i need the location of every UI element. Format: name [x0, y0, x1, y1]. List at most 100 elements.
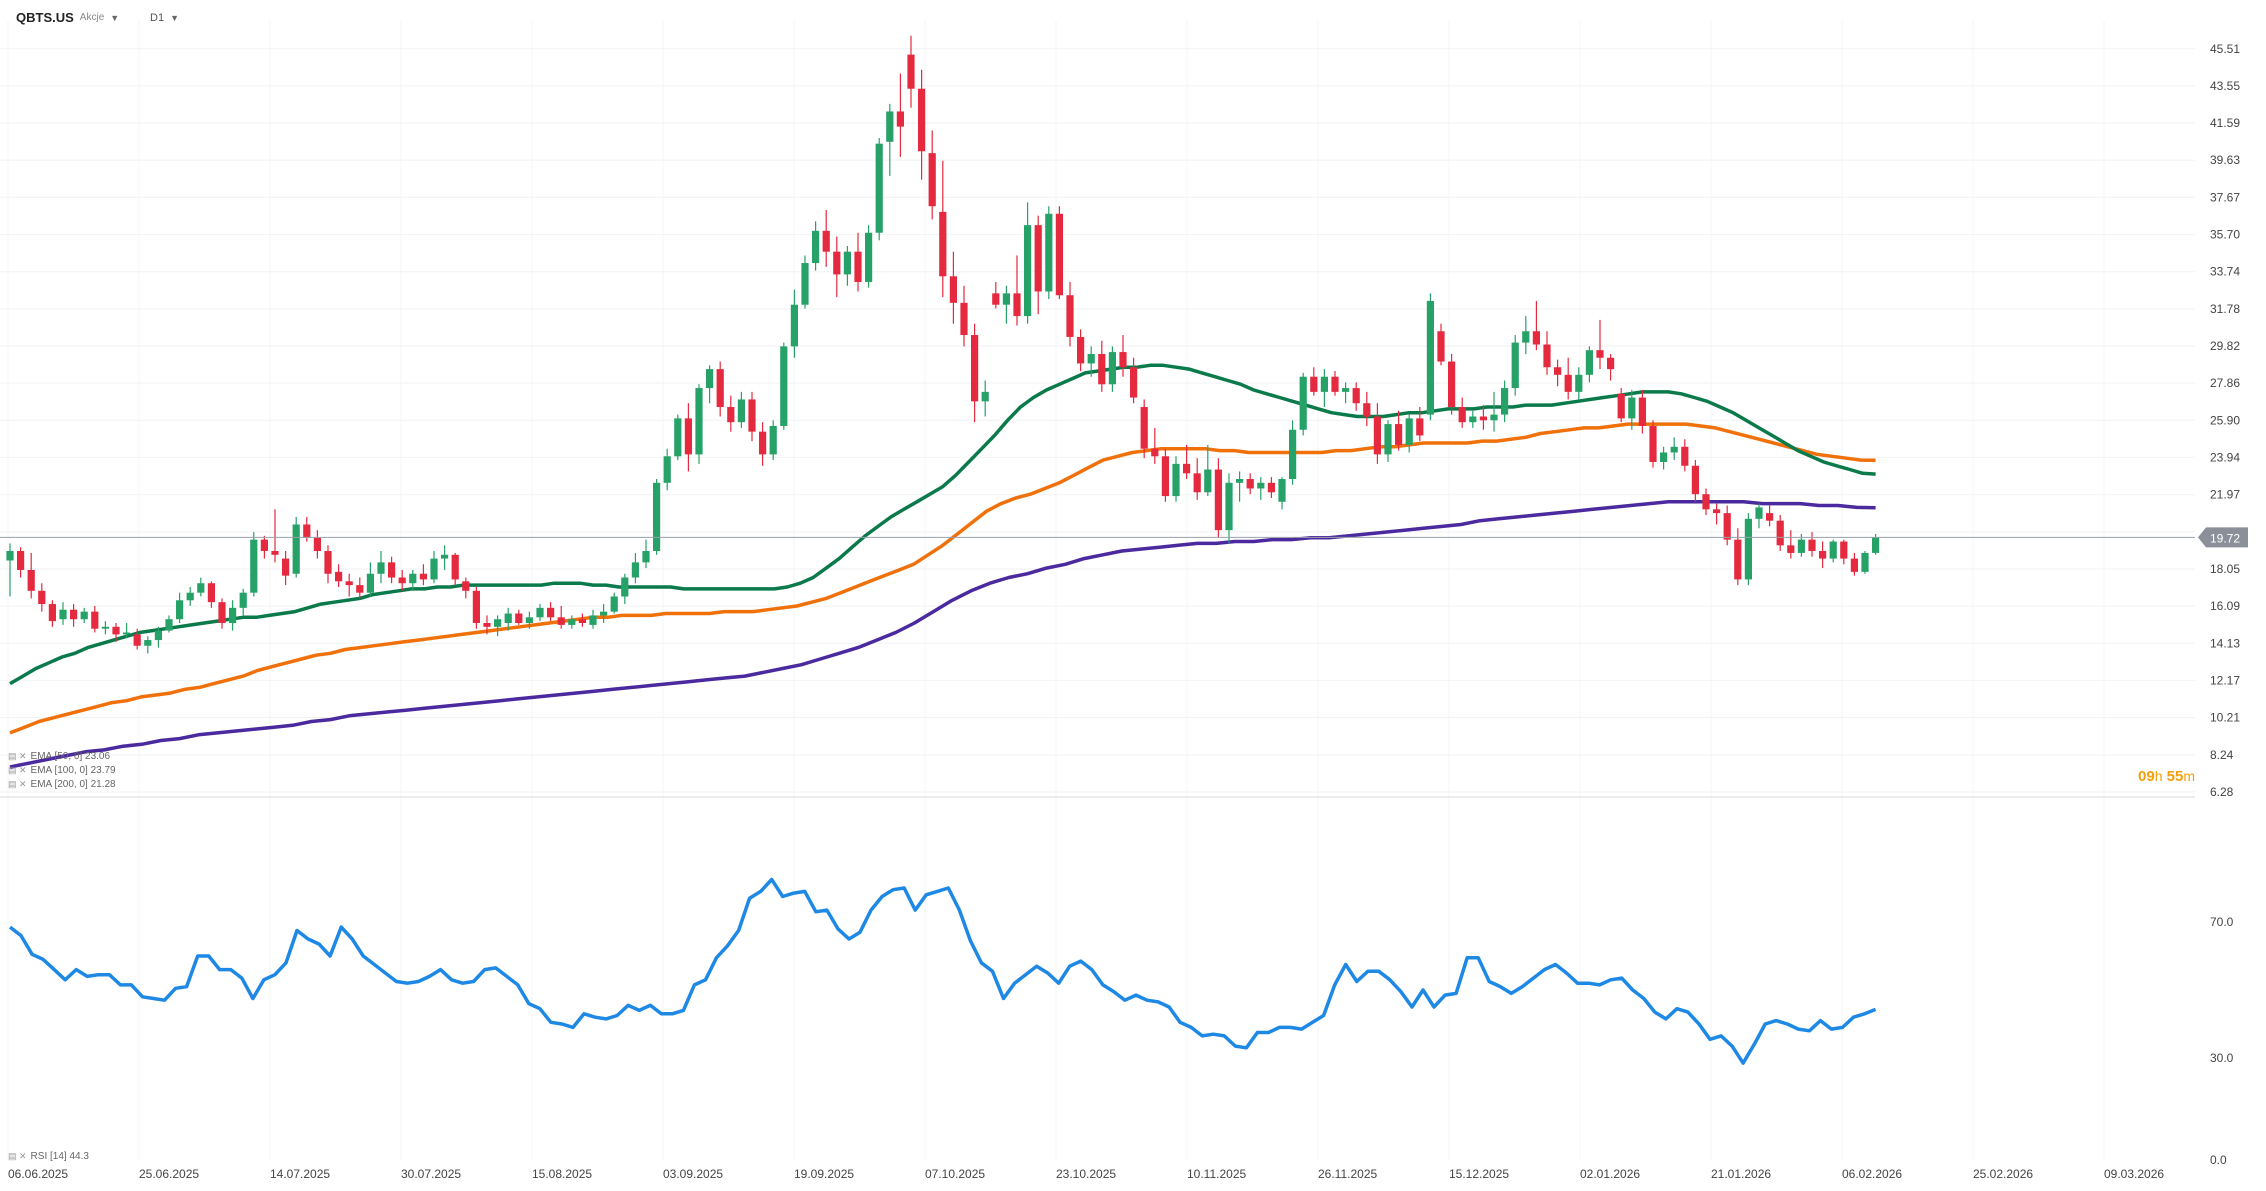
legend-ema100-text: EMA [100, 0] 23.79 [30, 765, 116, 776]
candle-body [218, 602, 226, 624]
candle-body [1819, 551, 1827, 559]
legend-ema200[interactable]: ▤ ✕ EMA [200, 0] 21.28 [8, 779, 116, 790]
time-axis-tick: 15.12.2025 [1449, 1167, 1509, 1181]
price-axis-tick: 41.59 [2210, 116, 2240, 130]
current-price-tag [2198, 527, 2248, 548]
candle-body [790, 304, 798, 347]
candle-body [303, 524, 311, 538]
candle-body [769, 425, 777, 455]
candle-body [642, 551, 650, 563]
candle-body [949, 276, 957, 303]
timeframe-dropdown-icon[interactable]: ▼ [170, 13, 179, 23]
timer-minutes: 55 [2166, 768, 2184, 785]
candle-body [1596, 350, 1604, 358]
candle-body [1691, 465, 1699, 495]
candle-body [38, 590, 46, 605]
legend-ema100[interactable]: ▤ ✕ EMA [100, 0] 23.79 [8, 765, 116, 776]
candle-body [843, 251, 851, 275]
candle-body [748, 399, 756, 432]
candle-body [176, 600, 184, 620]
candle-body [578, 619, 586, 624]
timer-m-unit: m [2183, 768, 2196, 784]
candle-body [1490, 414, 1498, 421]
candle-body [313, 537, 321, 552]
candle-body [1289, 429, 1297, 480]
candle-body [589, 615, 597, 625]
instrument-dropdown-icon[interactable]: ▼ [110, 12, 120, 23]
candle-body [1257, 482, 1265, 489]
candle-body [1850, 558, 1858, 572]
candle-body [282, 558, 290, 576]
candle-body [780, 346, 788, 426]
timer-hours: 09 [2138, 768, 2155, 785]
candle-body [6, 551, 14, 561]
legend-ema200-text: EMA [200, 0] 21.28 [30, 779, 116, 790]
candle-body [388, 562, 396, 578]
candle-body [1193, 473, 1201, 493]
time-axis-tick: 26.11.2025 [1318, 1167, 1377, 1181]
time-axis-tick: 25.06.2025 [139, 1167, 199, 1181]
price-axis-tick: 29.82 [2210, 339, 2240, 353]
candle-body [409, 573, 417, 584]
candle-body [1458, 407, 1466, 423]
candle-body [674, 418, 682, 457]
indicator-settings-icon[interactable]: ▤ ✕ [8, 779, 27, 789]
time-axis-tick: 09.03.2026 [2104, 1167, 2164, 1181]
price-axis-tick: 18.05 [2210, 562, 2240, 576]
candle-body [971, 335, 979, 402]
candle-body [610, 596, 618, 612]
indicator-settings-icon[interactable]: ▤ ✕ [8, 765, 27, 775]
candle-body [653, 482, 661, 552]
rsi-axis-tick: 30.0 [2210, 1051, 2234, 1065]
candle-body [1575, 374, 1583, 392]
instrument-symbol[interactable]: QBTS.US [16, 10, 74, 25]
candle-body [1352, 388, 1360, 404]
candle-body [1225, 482, 1233, 531]
ema100-line [9, 422, 1876, 735]
candle-body [1214, 469, 1222, 531]
candle-body [1310, 376, 1318, 392]
candle-body [822, 230, 830, 252]
time-axis-tick: 21.01.2026 [1711, 1167, 1771, 1181]
candle-body [324, 551, 332, 574]
candle-body [865, 232, 873, 282]
legend-ema50[interactable]: ▤ ✕ EMA [50, 0] 23.06 [8, 751, 110, 762]
candle-body [1628, 397, 1636, 419]
price-axis-tick: 10.21 [2210, 711, 2240, 725]
candle-body [1236, 479, 1244, 483]
indicator-settings-icon[interactable]: ▤ ✕ [8, 751, 27, 761]
candle-body [939, 211, 947, 277]
candle-body [462, 581, 470, 591]
candle-body [1246, 479, 1254, 489]
indicator-settings-icon[interactable]: ▤ ✕ [8, 1151, 27, 1161]
candle-body [1501, 388, 1509, 415]
candle-body [17, 551, 25, 570]
time-axis-tick: 10.11.2025 [1187, 1167, 1246, 1181]
candle-body [1342, 388, 1350, 392]
candle-body [494, 619, 502, 627]
candle-body [1077, 336, 1085, 364]
candle-body [1840, 541, 1848, 559]
candle-body [239, 592, 247, 608]
timeframe-selector[interactable]: D1 ▼ [150, 12, 179, 24]
candle-body [801, 263, 809, 305]
timeframe-label[interactable]: D1 [150, 12, 165, 24]
candle-body [1363, 403, 1371, 417]
time-axis-tick: 07.10.2025 [925, 1167, 985, 1181]
price-axis-tick: 33.74 [2210, 265, 2240, 279]
candle-body [1829, 541, 1837, 559]
time-axis-tick: 14.07.2025 [270, 1167, 330, 1181]
price-axis-tick: 31.78 [2210, 302, 2240, 316]
candle-body [154, 630, 162, 641]
price-axis-tick: 39.63 [2210, 153, 2240, 167]
candle-body [292, 524, 300, 574]
legend-rsi[interactable]: ▤ ✕ RSI [14] 44.3 [8, 1151, 89, 1162]
candle-body [441, 554, 449, 559]
candle-body [1299, 376, 1307, 430]
candle-body [101, 626, 109, 629]
rsi-line [8, 877, 1877, 1065]
timer-h-unit: h [2154, 768, 2163, 784]
legend-rsi-text: RSI [14] 44.3 [30, 1151, 89, 1162]
candle-body [706, 369, 714, 389]
